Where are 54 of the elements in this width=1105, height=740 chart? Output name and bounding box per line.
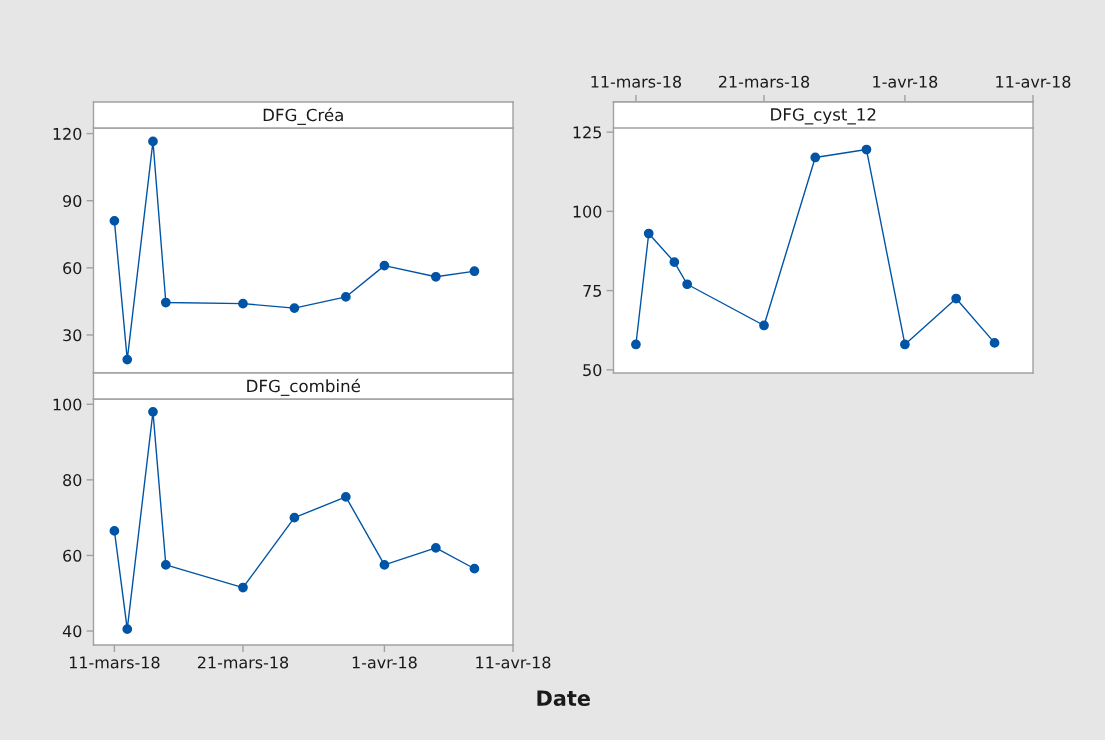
point [160, 297, 171, 308]
point [340, 292, 351, 302]
point [951, 293, 962, 304]
y-tick-label: 80 [63, 474, 82, 487]
point [109, 526, 120, 536]
x-tick-label: 11-avr-18 [996, 75, 1071, 88]
point [289, 303, 300, 313]
y-tick-label: 120 [53, 127, 82, 140]
point [643, 228, 654, 239]
y-tick-label: 100 [573, 205, 602, 218]
point [631, 339, 641, 350]
point [430, 543, 441, 553]
point [379, 560, 390, 570]
point [289, 512, 300, 523]
point [469, 563, 480, 574]
chart-title: DFG_cyst_12 [771, 108, 876, 125]
point [238, 582, 248, 593]
point [148, 136, 158, 147]
point [759, 320, 769, 331]
y-tick-label: 75 [583, 285, 601, 297]
point [238, 298, 248, 309]
point [160, 560, 171, 570]
x-tick-label: 11-mars-18 [69, 656, 160, 669]
x-tick-label: 11-mars-18 [591, 75, 682, 88]
x-tick-label: 21-mars-18 [197, 656, 289, 669]
point [810, 152, 821, 163]
point [122, 354, 133, 365]
point [430, 271, 441, 282]
point [122, 624, 133, 634]
point [109, 215, 120, 226]
y-tick-label: 30 [63, 329, 82, 342]
chart-title: DFG_combiné [247, 378, 361, 396]
y-tick-label: 125 [573, 126, 601, 139]
x-tick-label: 1-avr-18 [352, 656, 417, 669]
y-tick-label: 90 [63, 194, 82, 208]
y-tick-label: 50 [583, 364, 602, 377]
point [682, 279, 693, 290]
y-tick-label: 40 [62, 625, 82, 638]
y-tick-label: 60 [63, 549, 82, 562]
point [469, 266, 480, 277]
point [989, 338, 1000, 348]
point [861, 144, 872, 155]
point [340, 492, 351, 502]
x-axis-title: Date [537, 690, 590, 707]
chart-title: DFG_Créa [263, 107, 343, 125]
point [379, 260, 390, 271]
point [669, 257, 680, 267]
y-tick-label: 60 [63, 262, 82, 275]
x-tick-label: 21-mars-18 [718, 75, 810, 88]
y-tick-label: 100 [53, 398, 82, 411]
point [900, 339, 910, 350]
x-tick-label: 11-avr-18 [476, 656, 551, 669]
x-tick-label: 1-avr-18 [873, 75, 938, 88]
point [148, 406, 158, 417]
